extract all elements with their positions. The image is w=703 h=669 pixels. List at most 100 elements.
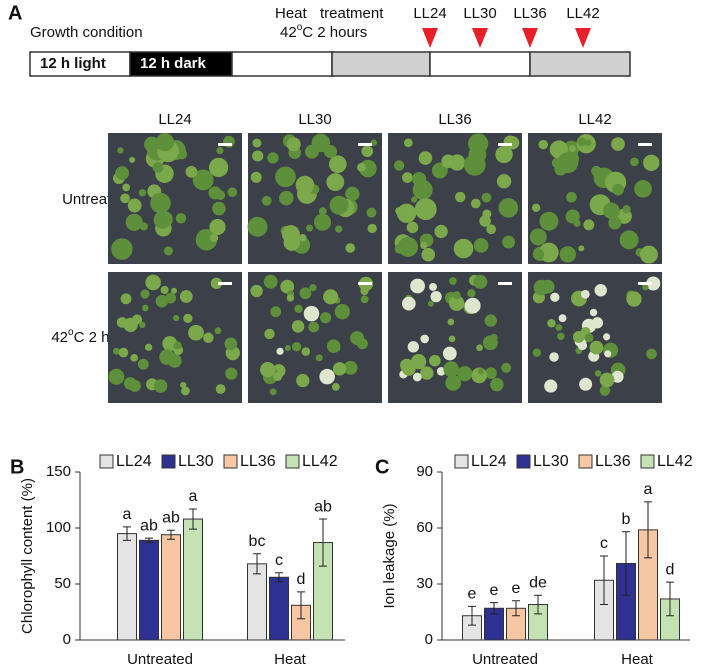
leaf (473, 238, 489, 253)
timepoint-label: LL42 (566, 5, 599, 22)
dark-label: 12 h dark (140, 55, 207, 72)
significance-letter: ab (140, 517, 158, 534)
leaf (611, 137, 625, 151)
leaf (538, 242, 559, 263)
legend-swatch (285, 454, 300, 469)
leaf (108, 368, 125, 385)
leaf (350, 331, 365, 346)
significance-letter: c (600, 535, 608, 552)
timepoint-label: LL30 (463, 5, 496, 22)
leaf (345, 186, 360, 202)
leaf (275, 166, 296, 188)
leaf (476, 344, 483, 352)
leaf (594, 370, 602, 377)
leaf (427, 300, 434, 307)
leaf (210, 277, 223, 290)
leaf (429, 283, 437, 291)
heat-duration: 42oC 2 hours (280, 22, 367, 41)
significance-letter: ab (162, 509, 180, 526)
leaf (185, 165, 198, 178)
leaf (286, 137, 301, 152)
y-tick-label: 30 (416, 575, 433, 592)
leaf (323, 144, 337, 159)
legend-swatch (578, 454, 593, 469)
bar (269, 576, 289, 641)
leaf (291, 320, 305, 333)
leaf (532, 248, 545, 260)
leaf (420, 334, 429, 344)
leaf (531, 203, 541, 212)
leaf (555, 324, 563, 331)
leaf (122, 183, 131, 192)
significance-letter: b (622, 511, 631, 528)
leaf (502, 235, 516, 249)
scale-bar (358, 143, 372, 146)
leaf (332, 362, 347, 376)
t: o (297, 22, 303, 33)
leaf (165, 292, 177, 304)
leaf (203, 332, 214, 343)
leaf (579, 377, 593, 391)
leaf (183, 313, 193, 324)
leaf (583, 219, 595, 231)
leaf (127, 198, 142, 213)
leaf (120, 193, 130, 204)
leaf (477, 368, 484, 375)
leaf (448, 154, 466, 171)
leaf (334, 304, 350, 320)
leaf (304, 144, 319, 159)
scale-bar (638, 282, 652, 285)
leaf (281, 225, 300, 244)
leaf (429, 354, 441, 367)
leaf (155, 294, 169, 308)
error-bar (319, 518, 327, 567)
leaf (622, 205, 631, 214)
leaf (267, 152, 279, 164)
leaf (442, 346, 457, 361)
leaf (318, 207, 327, 216)
leaf (532, 348, 542, 357)
leaf (572, 331, 585, 343)
leaf (270, 306, 282, 318)
leaf (646, 276, 661, 291)
y-axis-label: Ion leakage (%) (381, 503, 398, 608)
leaf (305, 224, 314, 232)
scale-bar (498, 282, 512, 285)
significance-letter: de (529, 574, 547, 591)
panel-label: C (375, 456, 389, 478)
leaf (430, 291, 442, 303)
leaf (216, 146, 224, 155)
leaf (313, 213, 332, 231)
leaf (294, 304, 303, 314)
leaf (401, 172, 413, 183)
leaf (120, 293, 132, 305)
leaf (269, 388, 277, 396)
seg (331, 51, 431, 77)
leaf (299, 233, 307, 242)
leaf (331, 382, 340, 391)
leaf (505, 136, 520, 150)
bar (161, 534, 181, 641)
column-label: LL30 (298, 111, 331, 128)
leaf (142, 304, 149, 312)
leaf (264, 328, 275, 340)
leaf (406, 221, 419, 234)
legend-swatch (161, 454, 176, 469)
leaf (501, 362, 512, 373)
leaf (557, 332, 565, 341)
seg (529, 51, 631, 77)
leaf (138, 189, 147, 197)
leaf (559, 246, 577, 263)
leaf (155, 132, 174, 152)
leaf (215, 384, 226, 394)
leaf (117, 147, 124, 154)
bar (139, 539, 159, 641)
leaf (445, 375, 462, 391)
leaf (403, 138, 413, 148)
leaf (129, 156, 136, 163)
leaf (328, 155, 347, 173)
leaf (539, 211, 559, 231)
leaf (448, 295, 465, 311)
seg (29, 51, 131, 77)
significance-letter: ab (314, 498, 332, 515)
